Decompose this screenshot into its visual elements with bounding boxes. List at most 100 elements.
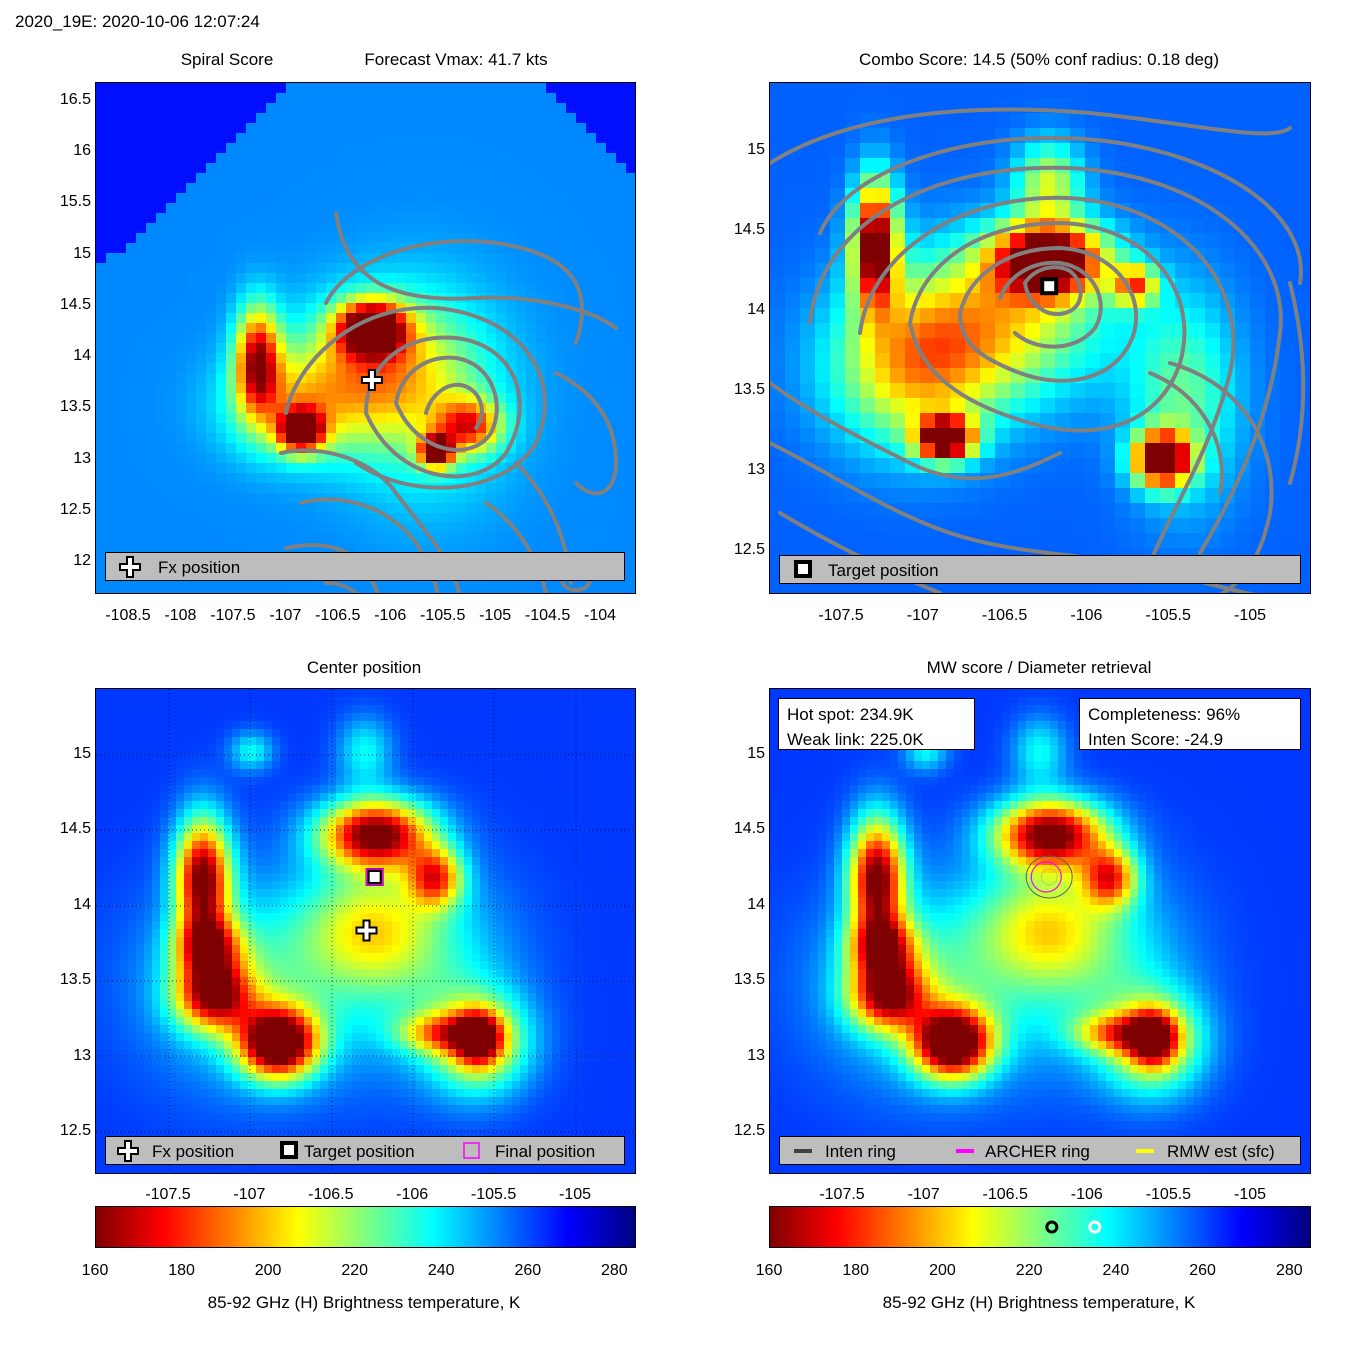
center-cell: [568, 689, 577, 698]
spiral-cell: [376, 233, 387, 244]
spiral-cell: [446, 183, 457, 194]
combo-score-plot: [769, 82, 1311, 594]
center-cell: [352, 753, 361, 762]
spiral-cell: [216, 413, 227, 424]
combo-cell: [1115, 503, 1131, 519]
spiral-cell: [466, 493, 477, 504]
combo-cell: [980, 158, 996, 174]
center-cell: [400, 713, 409, 722]
center-cell: [376, 761, 385, 770]
combo-cell: [980, 248, 996, 264]
spiral-cell: [496, 333, 507, 344]
center-cell: [288, 745, 297, 754]
combo-cell: [1010, 443, 1026, 459]
combo-cell: [1280, 188, 1296, 204]
spiral-cell: [306, 593, 317, 594]
center-cell: [520, 721, 529, 730]
spiral-cell: [236, 483, 247, 494]
combo-cell: [905, 398, 921, 414]
spiral-cell: [586, 203, 597, 214]
center-cell: [432, 713, 441, 722]
spiral-cell: [486, 283, 497, 294]
spiral-cell: [216, 343, 227, 354]
spiral-cell: [256, 233, 267, 244]
spiral-cell: [186, 283, 197, 294]
spiral-cell: [426, 363, 437, 374]
center-cell: [296, 705, 305, 714]
combo-cell: [845, 533, 861, 549]
spiral-cell: [106, 593, 117, 594]
spiral-cell: [216, 313, 227, 324]
center-cell: [416, 737, 425, 746]
spiral-cell: [106, 213, 117, 224]
spiral-cell: [516, 83, 527, 94]
combo-cell: [890, 353, 906, 369]
spiral-cell: [236, 203, 247, 214]
spiral-cell: [406, 183, 417, 194]
combo-cell: [1070, 413, 1086, 429]
spiral-cell: [476, 333, 487, 344]
spiral-cell: [96, 153, 107, 164]
spiral-cell: [276, 483, 287, 494]
combo-cell: [920, 443, 936, 459]
spiral-cell: [146, 383, 157, 394]
spiral-cell: [216, 283, 227, 294]
center-cell: [144, 713, 153, 722]
spiral-cell: [256, 353, 267, 364]
spiral-cell: [146, 83, 157, 94]
spiral-cell: [106, 93, 117, 104]
spiral-cell: [626, 453, 635, 464]
center-cell: [544, 737, 553, 746]
spiral-cell: [306, 483, 317, 494]
center-cell: [384, 737, 393, 746]
combo-cell: [845, 98, 861, 114]
spiral-cell: [256, 123, 267, 134]
spiral-cell: [286, 353, 297, 364]
combo-cell: [875, 368, 891, 384]
center-cell: [184, 745, 193, 754]
combo-cell: [1055, 383, 1071, 399]
center-cell: [128, 745, 137, 754]
combo-cell: [1115, 218, 1131, 234]
spiral-cell: [606, 443, 617, 454]
spiral-cell: [136, 83, 147, 94]
spiral-cell: [446, 393, 457, 404]
spiral-cell: [136, 363, 147, 374]
spiral-cell: [266, 583, 277, 593]
spiral-cell: [416, 83, 427, 94]
spiral-cell: [566, 443, 577, 454]
combo-cell: [1175, 128, 1191, 144]
combo-cell: [1235, 338, 1251, 354]
spiral-cell: [296, 513, 307, 524]
spiral-cell: [616, 313, 627, 324]
combo-cell: [1040, 443, 1056, 459]
combo-cell: [875, 143, 891, 159]
spiral-cell: [136, 393, 147, 404]
spiral-cell: [586, 163, 597, 174]
combo-cell: [950, 158, 966, 174]
combo-cell: [905, 278, 921, 294]
spiral-cell: [126, 413, 137, 424]
spiral-cell: [626, 93, 635, 104]
combo-cell: [815, 203, 831, 219]
combo-cell: [815, 488, 831, 504]
spiral-cell: [506, 513, 517, 524]
spiral-cell: [396, 533, 407, 544]
spiral-cell: [366, 103, 377, 114]
spiral-cell: [506, 523, 517, 534]
spiral-cell: [106, 133, 117, 144]
spiral-cell: [486, 363, 497, 374]
center-cell: [112, 729, 121, 738]
spiral-cell: [186, 183, 197, 194]
spiral-cell: [306, 533, 317, 544]
combo-cell: [1235, 383, 1251, 399]
spiral-cell: [546, 133, 557, 144]
center-cell: [584, 689, 593, 698]
combo-cell: [875, 398, 891, 414]
spiral-cell: [506, 543, 517, 554]
center-cell: [232, 761, 241, 770]
combo-cell: [1160, 83, 1176, 99]
spiral-cell: [216, 473, 227, 484]
center-cell: [624, 769, 633, 778]
spiral-cell: [306, 163, 317, 174]
